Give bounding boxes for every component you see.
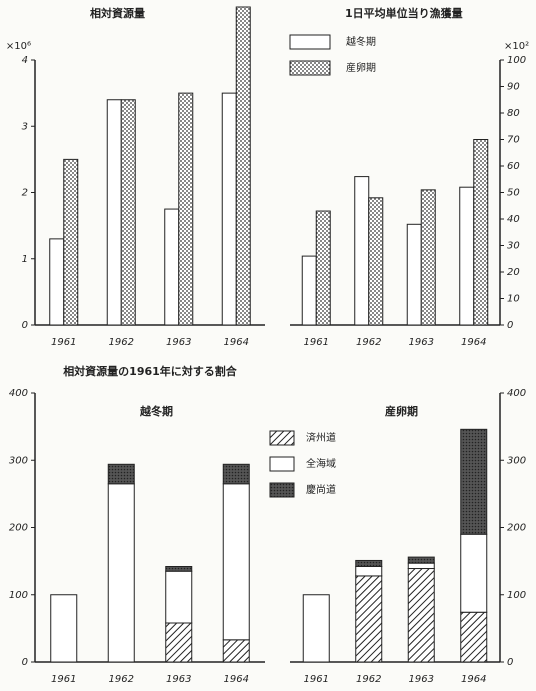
bar bbox=[473, 139, 489, 326]
y-tick-label: 80 bbox=[507, 108, 520, 119]
y-tick-label: 100 bbox=[507, 590, 526, 601]
bar-segment bbox=[107, 463, 135, 485]
bar-segment bbox=[407, 556, 435, 564]
x-tick-label: 1964 bbox=[224, 674, 249, 685]
y-tick-label: 3 bbox=[22, 121, 28, 132]
y-tick-label: 90 bbox=[507, 82, 520, 93]
y-tick-label: 100 bbox=[507, 55, 526, 66]
bar bbox=[459, 186, 475, 326]
y-unit: ×10² bbox=[504, 41, 529, 52]
y-tick-label: 100 bbox=[9, 590, 28, 601]
y-tick-label: 2 bbox=[22, 188, 28, 199]
chart-title: 1日平均単位当り漁獲量 bbox=[345, 6, 463, 20]
chart-subtitle: 越冬期 bbox=[139, 404, 173, 418]
chart-title: 相対資源量 bbox=[90, 6, 145, 20]
bar-segment bbox=[222, 463, 250, 485]
y-tick-label: 0 bbox=[22, 657, 28, 668]
bar bbox=[221, 92, 237, 326]
y-tick-label: 0 bbox=[22, 320, 28, 331]
bar-segment bbox=[355, 566, 383, 577]
y-tick-label: 4 bbox=[22, 55, 28, 66]
bar bbox=[178, 92, 194, 326]
bar-segment bbox=[355, 575, 383, 663]
legend-swatch bbox=[269, 456, 295, 472]
x-tick-label: 1964 bbox=[461, 337, 486, 348]
legend-swatch bbox=[269, 482, 295, 498]
bar bbox=[164, 208, 180, 326]
legend-swatch bbox=[269, 430, 295, 446]
y-tick-label: 60 bbox=[507, 161, 520, 172]
legend-label: 越冬期 bbox=[346, 35, 376, 48]
bar bbox=[301, 255, 317, 326]
x-tick-label: 1961 bbox=[51, 337, 76, 348]
bar-segment bbox=[302, 594, 330, 663]
bar-segment bbox=[460, 428, 488, 535]
y-tick-label: 50 bbox=[507, 188, 520, 199]
bar bbox=[120, 99, 136, 326]
bar bbox=[420, 189, 436, 326]
y-tick-label: 70 bbox=[507, 135, 520, 146]
y-tick-label: 300 bbox=[9, 455, 28, 466]
bar-segment bbox=[222, 483, 250, 641]
x-tick-label: 1963 bbox=[409, 337, 434, 348]
bar-segment bbox=[165, 622, 193, 663]
y-tick-label: 0 bbox=[507, 320, 513, 331]
bar-segment bbox=[50, 594, 78, 663]
y-tick-label: 200 bbox=[507, 523, 526, 534]
y-tick-label: 0 bbox=[507, 657, 513, 668]
x-tick-label: 1961 bbox=[304, 674, 329, 685]
heading: 相対資源量の1961年に対する割合 bbox=[63, 364, 238, 378]
legend-swatch bbox=[289, 34, 331, 50]
x-tick-label: 1962 bbox=[356, 674, 381, 685]
y-tick-label: 400 bbox=[507, 388, 526, 399]
bar bbox=[63, 158, 79, 326]
y-tick-label: 200 bbox=[9, 523, 28, 534]
x-tick-label: 1961 bbox=[51, 674, 76, 685]
bar bbox=[315, 210, 331, 326]
bar bbox=[368, 197, 384, 326]
bar-segment bbox=[165, 570, 193, 624]
bar bbox=[49, 238, 65, 326]
x-tick-label: 1963 bbox=[166, 674, 191, 685]
x-tick-label: 1964 bbox=[461, 674, 486, 685]
x-tick-label: 1963 bbox=[166, 337, 191, 348]
bar-segment bbox=[107, 483, 135, 663]
x-tick-label: 1964 bbox=[224, 337, 249, 348]
y-tick-label: 30 bbox=[507, 241, 520, 252]
y-tick-label: 400 bbox=[9, 388, 28, 399]
legend-label: 慶尚道 bbox=[306, 483, 336, 496]
x-tick-label: 1963 bbox=[409, 674, 434, 685]
bar bbox=[354, 176, 370, 326]
bar-segment bbox=[460, 533, 488, 613]
x-tick-label: 1961 bbox=[304, 337, 329, 348]
x-tick-label: 1962 bbox=[356, 337, 381, 348]
bar bbox=[235, 6, 251, 326]
bar-segment bbox=[165, 566, 193, 572]
bar bbox=[406, 223, 422, 326]
x-tick-label: 1962 bbox=[109, 674, 134, 685]
bar-segment bbox=[407, 568, 435, 663]
chart-subtitle: 産卵期 bbox=[385, 404, 418, 418]
bar bbox=[106, 99, 122, 326]
y-tick-label: 40 bbox=[507, 214, 520, 225]
legend-label: 産卵期 bbox=[346, 61, 376, 74]
legend-label: 済州道 bbox=[306, 431, 336, 444]
bar-segment bbox=[355, 559, 383, 568]
legend-swatch bbox=[289, 60, 331, 76]
y-unit: ×10⁶ bbox=[6, 41, 31, 52]
y-tick-label: 1 bbox=[22, 254, 28, 265]
legend-label: 全海域 bbox=[306, 457, 336, 470]
bar-segment bbox=[460, 611, 488, 663]
y-tick-label: 300 bbox=[507, 455, 526, 466]
bar-segment bbox=[407, 562, 435, 570]
x-tick-label: 1962 bbox=[109, 337, 134, 348]
y-tick-label: 20 bbox=[507, 267, 520, 278]
bar-segment bbox=[222, 639, 250, 663]
y-tick-label: 10 bbox=[507, 294, 520, 305]
